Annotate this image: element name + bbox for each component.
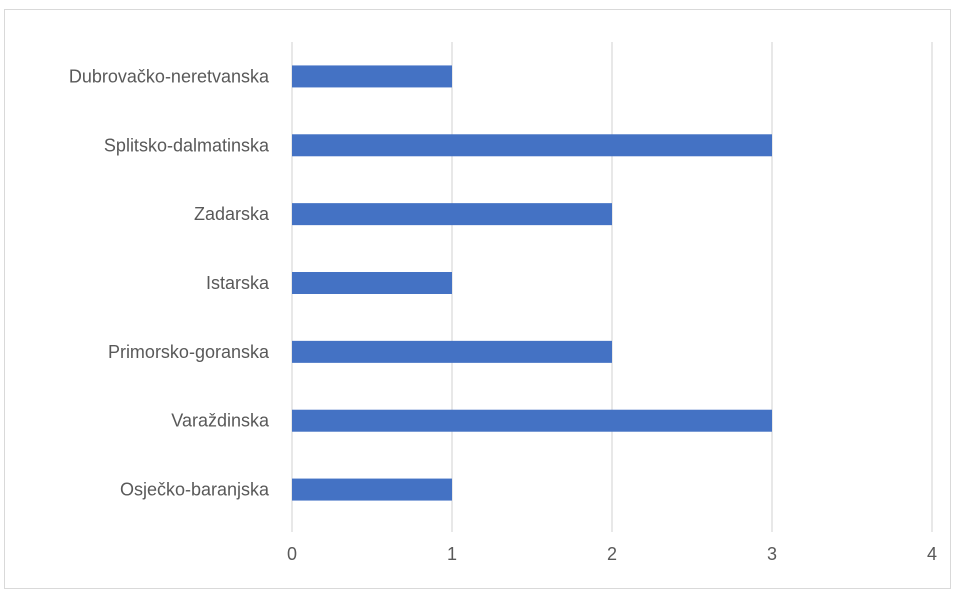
- category-label: Dubrovačko-neretvanska: [69, 66, 270, 86]
- category-label: Primorsko-goranska: [108, 342, 270, 362]
- bar: [292, 272, 452, 294]
- category-label: Splitsko-dalmatinska: [104, 135, 270, 155]
- bar: [292, 134, 772, 157]
- category-label: Varaždinska: [171, 411, 270, 431]
- x-tick-label: 2: [607, 544, 617, 564]
- category-labels: Osječko-baranjska Varaždinska Primorsko-go…: [69, 66, 270, 499]
- x-tick-label: 1: [447, 544, 457, 564]
- category-label: Zadarska: [194, 204, 270, 224]
- chart-frame: [4, 9, 951, 589]
- bar: [292, 65, 452, 88]
- x-tick-labels: 0 1 2 3 4: [287, 544, 937, 564]
- category-label: Istarska: [206, 273, 270, 293]
- x-tick-label: 0: [287, 544, 297, 564]
- bars: [292, 65, 772, 501]
- x-tick-label: 3: [767, 544, 777, 564]
- x-tick-label: 4: [927, 544, 937, 564]
- bar: [292, 203, 612, 226]
- category-label: Osječko-baranjska: [120, 480, 270, 500]
- bar: [292, 340, 612, 363]
- bar: [292, 478, 452, 501]
- bar: [292, 409, 772, 432]
